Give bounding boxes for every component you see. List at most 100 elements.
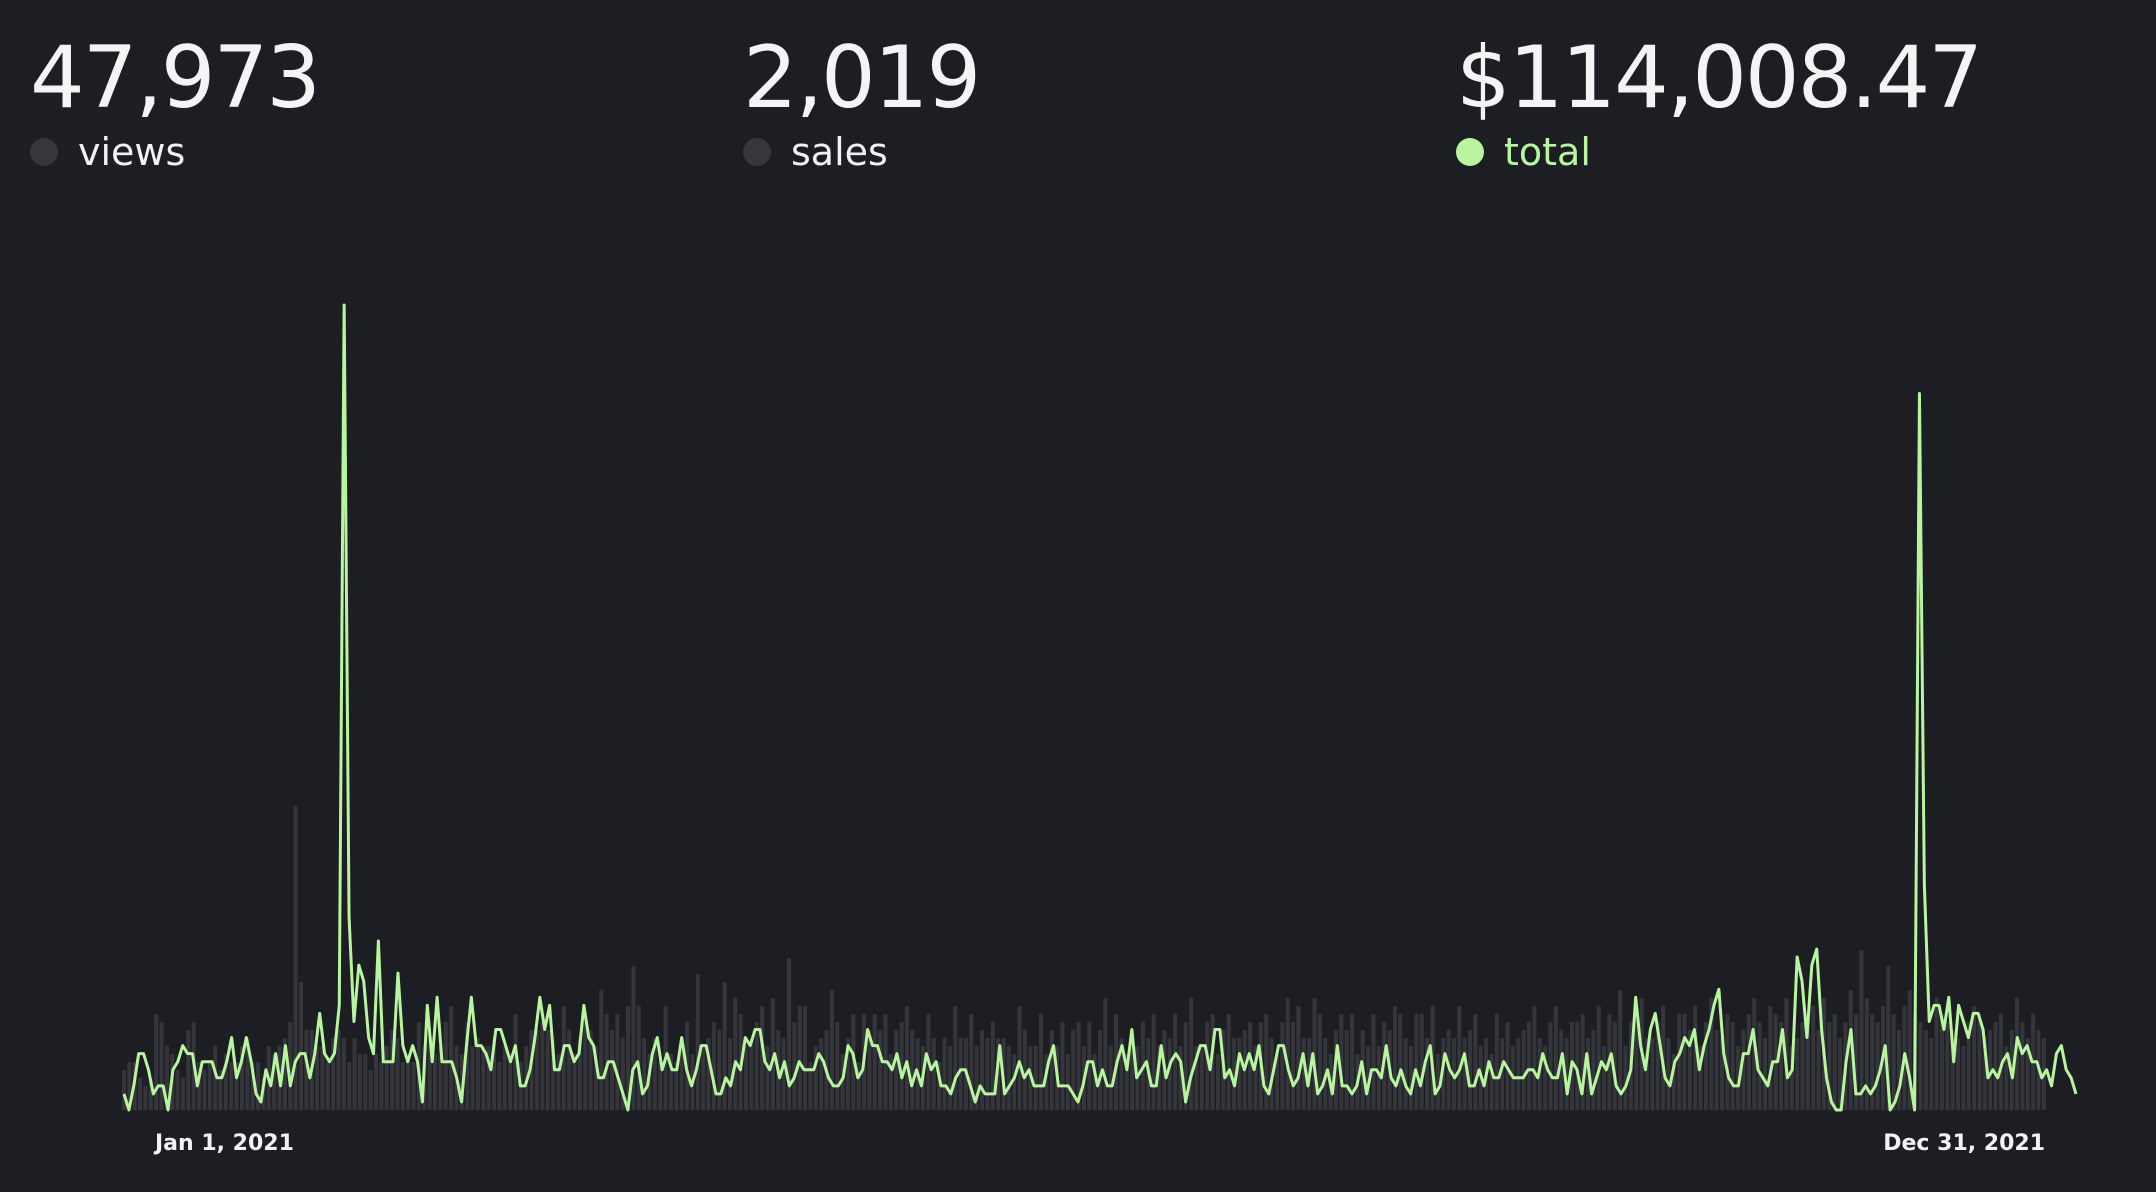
- views-bar: [1108, 1046, 1113, 1110]
- views-dot-icon: [30, 138, 58, 166]
- views-bar: [770, 998, 775, 1110]
- views-bar: [1280, 1022, 1285, 1110]
- views-bar: [1741, 1030, 1746, 1110]
- views-bar: [202, 1070, 207, 1110]
- views-bar: [1097, 1030, 1103, 1110]
- total-legend[interactable]: total: [1456, 130, 1981, 174]
- views-bar: [1189, 998, 1194, 1110]
- views-bar: [1929, 1038, 1934, 1110]
- views-bar: [808, 1062, 813, 1110]
- views-bar: [175, 1070, 180, 1110]
- views-bar: [1500, 1038, 1505, 1110]
- views-bar: [1087, 1022, 1092, 1110]
- views-bar: [164, 1046, 169, 1110]
- views-bar: [1725, 1014, 1730, 1110]
- stat-sales[interactable]: 2,019 sales: [743, 30, 981, 174]
- views-bar: [2015, 998, 2020, 1110]
- views-bar: [1521, 1030, 1526, 1110]
- views-bar: [1049, 1030, 1054, 1110]
- views-bar: [840, 1054, 845, 1110]
- views-bar: [947, 1046, 952, 1110]
- views-bar: [1398, 1014, 1403, 1110]
- views-bar: [1982, 1038, 1987, 1110]
- views-bar: [1092, 1054, 1097, 1110]
- views-bar: [1682, 1014, 1687, 1110]
- views-bar: [1634, 1014, 1639, 1110]
- stat-total[interactable]: $114,008.47 total: [1456, 30, 1983, 174]
- views-bar: [1548, 1022, 1553, 1110]
- views-bar: [1060, 1022, 1065, 1110]
- views-bar: [1285, 998, 1290, 1110]
- views-bar: [1816, 1030, 1821, 1110]
- views-bar: [465, 1022, 470, 1110]
- views-bar: [1489, 1054, 1494, 1110]
- views-bar: [481, 1046, 486, 1110]
- views-bar: [374, 1054, 379, 1110]
- views-bar: [1044, 1054, 1049, 1110]
- views-label: views: [78, 130, 186, 174]
- views-bar: [679, 1046, 684, 1110]
- views-bar: [159, 1022, 164, 1110]
- views-bar: [781, 1038, 786, 1110]
- views-bar: [475, 1038, 480, 1110]
- views-bar: [1376, 1046, 1381, 1110]
- views-bar: [588, 1030, 593, 1110]
- views-bar: [899, 1022, 904, 1110]
- views-bar: [942, 1038, 947, 1110]
- views-bar: [1350, 1014, 1355, 1110]
- views-bar: [245, 1038, 250, 1110]
- views-bar: [1961, 1046, 1966, 1110]
- views-bar: [1516, 1038, 1521, 1110]
- views-bar: [717, 1030, 722, 1110]
- views-bar: [1173, 1014, 1178, 1110]
- views-bar: [449, 1006, 454, 1110]
- views-bar: [379, 1062, 384, 1110]
- views-bar: [1414, 1014, 1419, 1110]
- views-bar: [1945, 1022, 1950, 1110]
- views-bar: [695, 974, 700, 1110]
- views-bar: [1248, 1022, 1253, 1110]
- views-bar: [1494, 1014, 1499, 1110]
- views-bar: [845, 1038, 850, 1110]
- views-bar: [577, 1038, 582, 1110]
- views-bar: [1151, 1014, 1156, 1110]
- views-bar: [298, 982, 303, 1110]
- views-bar: [1966, 1022, 1971, 1110]
- views-bar: [400, 1062, 405, 1110]
- views-bar: [593, 1046, 598, 1110]
- views-bar: [626, 1006, 631, 1110]
- views-bar: [974, 1046, 979, 1110]
- views-bar: [931, 1038, 936, 1110]
- stat-views[interactable]: 47,973 views: [30, 30, 321, 174]
- views-bar: [1473, 1014, 1478, 1110]
- views-bar: [754, 1022, 759, 1110]
- views-bar: [1993, 1022, 1998, 1110]
- sales-legend[interactable]: sales: [743, 130, 979, 174]
- views-bar: [1687, 1030, 1692, 1110]
- views-bar: [1274, 1054, 1279, 1110]
- views-bar: [668, 1054, 673, 1110]
- views-bar: [395, 1038, 400, 1110]
- views-bar: [1130, 1030, 1135, 1110]
- views-bar: [1886, 966, 1891, 1110]
- views-bar: [1167, 1038, 1172, 1110]
- views-bar: [1392, 1006, 1397, 1110]
- views-bar: [910, 1030, 915, 1110]
- views-bar: [1317, 1014, 1322, 1110]
- views-bar: [1119, 1038, 1124, 1110]
- views-bar: [282, 1038, 287, 1110]
- views-bar: [835, 1022, 840, 1110]
- views-bar: [1312, 998, 1317, 1110]
- views-bar: [529, 1030, 534, 1110]
- views-bar: [1124, 1054, 1129, 1110]
- views-bar: [1612, 1022, 1617, 1110]
- views-bar: [1602, 1046, 1607, 1110]
- x-tick-start: Jan 1, 2021: [153, 1131, 294, 1156]
- views-bar: [1762, 1038, 1767, 1110]
- views-bar: [197, 1062, 202, 1110]
- views-bar: [642, 1038, 647, 1110]
- views-bar: [1779, 1022, 1784, 1110]
- views-legend[interactable]: views: [30, 130, 319, 174]
- views-bar: [658, 1062, 663, 1110]
- views-bar: [234, 1062, 239, 1110]
